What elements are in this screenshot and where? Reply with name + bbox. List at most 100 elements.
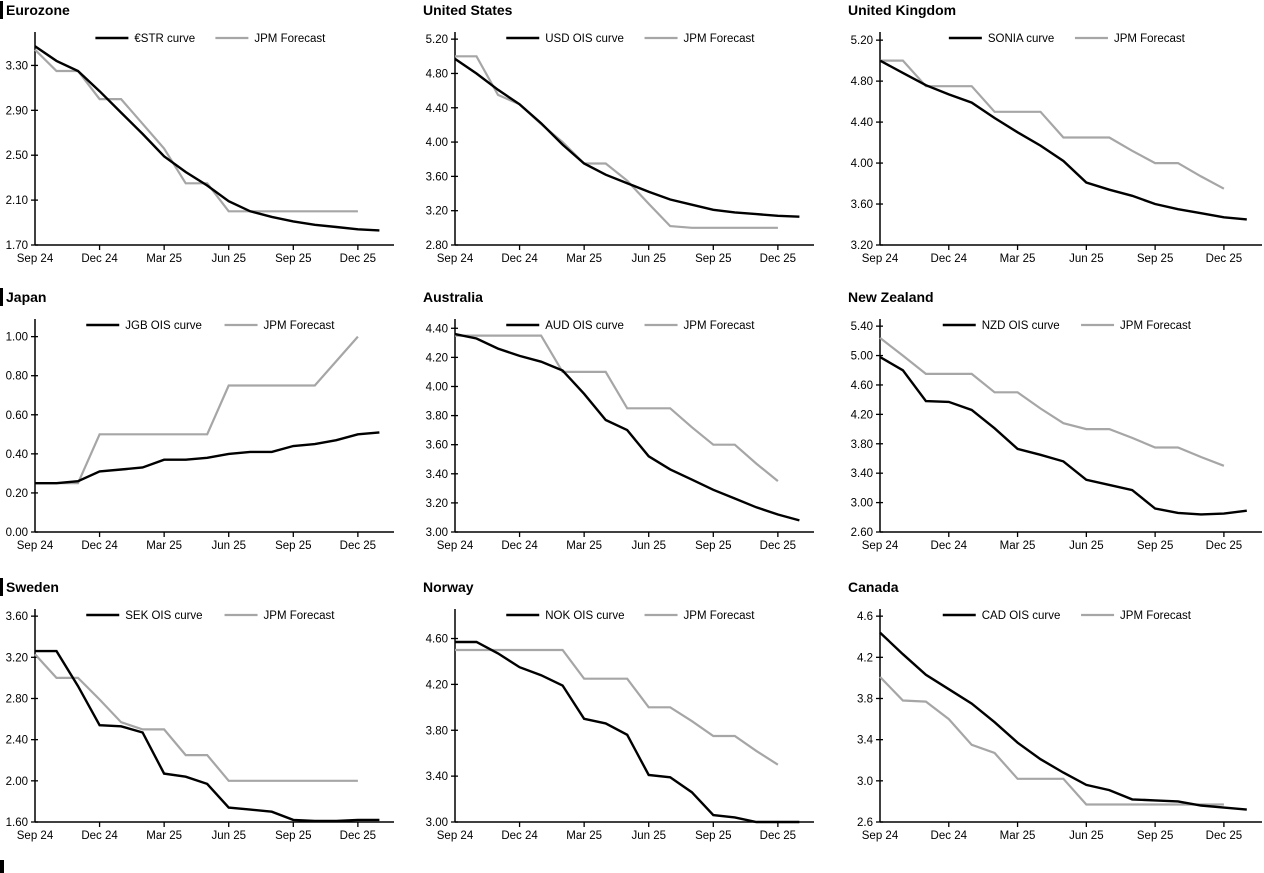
x-tick-label: Sep 25 bbox=[275, 540, 311, 552]
x-tick-label: Dec 25 bbox=[760, 540, 796, 552]
ois-curve-line bbox=[879, 631, 1247, 811]
ois-curve-line bbox=[454, 57, 800, 218]
chart-panel-canada: Canada 2.6 3.0 3.4 3.8 4.2 4.6 Sep 24 Dec 24 Mar … bbox=[845, 577, 1264, 845]
jpm-forecast-line bbox=[879, 676, 1224, 806]
ois-curve-line bbox=[879, 355, 1247, 516]
y-tick-label: 3.20 bbox=[851, 240, 873, 252]
y-tick-label: 3.60 bbox=[426, 440, 448, 452]
legend-curve-label: NZD OIS curve bbox=[982, 320, 1060, 332]
x-tick-label: Sep 25 bbox=[695, 253, 731, 265]
x-tick-label: Dec 25 bbox=[340, 830, 376, 842]
x-tick-label: Dec 25 bbox=[340, 253, 376, 265]
y-tick-label: 4.2 bbox=[857, 652, 873, 664]
jpm-forecast-line bbox=[879, 337, 1225, 467]
y-tick-label: 2.90 bbox=[6, 105, 28, 117]
y-tick-label: 1.70 bbox=[6, 240, 28, 252]
y-tick-label: 2.60 bbox=[851, 527, 873, 539]
x-tick-label: Sep 24 bbox=[437, 540, 474, 552]
legend-forecast-label: JPM Forecast bbox=[684, 610, 756, 622]
y-tick-label: 4.20 bbox=[851, 409, 873, 421]
y-tick-label: 4.20 bbox=[426, 352, 448, 364]
legend-curve-label: SONIA curve bbox=[988, 33, 1054, 45]
y-tick-label: 2.80 bbox=[6, 693, 28, 705]
x-tick-label: Dec 25 bbox=[1206, 253, 1242, 265]
x-tick-label: Jun 25 bbox=[631, 540, 666, 552]
x-tick-label: Mar 25 bbox=[146, 540, 182, 552]
y-tick-label: 0.80 bbox=[6, 371, 28, 383]
legend-forecast-label: JPM Forecast bbox=[254, 33, 326, 45]
chart-title: New Zealand bbox=[848, 289, 934, 305]
x-tick-label: Dec 25 bbox=[760, 253, 796, 265]
legend-curve-label: €STR curve bbox=[134, 33, 195, 45]
x-tick-label: Mar 25 bbox=[1000, 830, 1036, 842]
chart-plot: 2.80 3.20 3.60 4.00 4.40 4.80 5.20 Sep 24 Dec 24… bbox=[426, 32, 814, 265]
x-tick-label: Jun 25 bbox=[631, 830, 666, 842]
chart-panel-norway: Norway 3.00 3.40 3.80 4.20 4.60 Sep 24 Dec 24 Ma… bbox=[420, 577, 816, 845]
y-tick-label: 3.40 bbox=[426, 469, 448, 481]
x-tick-label: Sep 25 bbox=[1137, 253, 1173, 265]
x-tick-label: Jun 25 bbox=[1069, 830, 1104, 842]
x-tick-label: Sep 24 bbox=[862, 540, 899, 552]
legend-forecast-label: JPM Forecast bbox=[684, 320, 756, 332]
x-tick-label: Sep 24 bbox=[862, 253, 899, 265]
x-tick-label: Jun 25 bbox=[1069, 540, 1104, 552]
y-tick-label: 4.40 bbox=[426, 323, 448, 335]
chart-title: Sweden bbox=[6, 579, 59, 595]
y-tick-label: 3.60 bbox=[851, 199, 873, 211]
y-tick-label: 3.00 bbox=[426, 817, 448, 829]
section-bar bbox=[0, 1, 3, 19]
y-tick-label: 4.00 bbox=[851, 158, 873, 170]
jpm-forecast-line bbox=[880, 59, 1225, 190]
chart-panel-new-zealand: New Zealand 2.60 3.00 3.40 3.80 4.20 4.60 5.00 5… bbox=[845, 287, 1264, 555]
x-tick-label: Dec 25 bbox=[340, 540, 376, 552]
x-tick-label: Mar 25 bbox=[566, 253, 602, 265]
y-tick-label: 5.00 bbox=[851, 351, 873, 363]
y-tick-label: 3.20 bbox=[426, 498, 448, 510]
x-tick-label: Dec 24 bbox=[81, 830, 118, 842]
y-tick-label: 2.40 bbox=[6, 735, 28, 747]
y-tick-label: 3.00 bbox=[851, 498, 873, 510]
ois-curve-line bbox=[879, 59, 1247, 221]
x-tick-label: Sep 25 bbox=[695, 830, 731, 842]
y-tick-label: 4.80 bbox=[426, 68, 448, 80]
y-tick-label: 3.20 bbox=[426, 206, 448, 218]
x-tick-label: Mar 25 bbox=[1000, 253, 1036, 265]
chart-title: Eurozone bbox=[6, 2, 70, 18]
chart-plot: 3.00 3.20 3.40 3.60 3.80 4.00 4.20 4.40 Sep 24 De… bbox=[426, 319, 814, 552]
chart-plot: 0.00 0.20 0.40 0.60 0.80 1.00 Sep 24 Dec 24 Mar … bbox=[6, 319, 394, 552]
legend-curve-label: SEK OIS curve bbox=[125, 610, 202, 622]
y-tick-label: 3.8 bbox=[857, 693, 873, 705]
x-tick-label: Sep 24 bbox=[862, 830, 899, 842]
chart-title: Norway bbox=[423, 579, 474, 595]
y-tick-label: 3.20 bbox=[6, 652, 28, 664]
chart-plot: 3.20 3.60 4.00 4.40 4.80 5.20 Sep 24 Dec 24 Mar … bbox=[851, 32, 1262, 265]
chart-plot: 2.60 3.00 3.40 3.80 4.20 4.60 5.00 5.40 Sep 24 De… bbox=[851, 319, 1262, 552]
chart-panel-eurozone: Eurozone 1.70 2.10 2.50 2.90 3.30 Sep 24 Dec 24… bbox=[0, 0, 396, 268]
y-tick-label: 4.20 bbox=[426, 679, 448, 691]
x-tick-label: Mar 25 bbox=[566, 540, 602, 552]
section-bar bbox=[0, 578, 3, 596]
y-tick-label: 5.20 bbox=[851, 35, 873, 47]
x-tick-label: Dec 24 bbox=[81, 540, 118, 552]
x-tick-label: Dec 24 bbox=[931, 253, 968, 265]
section-bar bbox=[0, 288, 3, 306]
jpm-forecast-line bbox=[35, 335, 359, 485]
x-tick-label: Sep 25 bbox=[275, 253, 311, 265]
x-tick-label: Jun 25 bbox=[211, 253, 246, 265]
y-tick-label: 4.60 bbox=[426, 634, 448, 646]
legend-forecast-label: JPM Forecast bbox=[1114, 33, 1186, 45]
chart-title: Canada bbox=[848, 579, 899, 595]
x-tick-label: Jun 25 bbox=[211, 830, 246, 842]
ois-curve-line bbox=[454, 332, 800, 522]
jpm-forecast-line bbox=[34, 653, 358, 782]
chart-title: United Kingdom bbox=[848, 2, 957, 18]
y-tick-label: 4.00 bbox=[426, 137, 448, 149]
x-tick-label: Sep 24 bbox=[17, 253, 54, 265]
ois-curve-line bbox=[35, 431, 380, 485]
y-tick-label: 0.20 bbox=[6, 488, 28, 500]
x-tick-label: Dec 24 bbox=[931, 540, 968, 552]
y-tick-label: 0.00 bbox=[6, 527, 28, 539]
y-tick-label: 3.80 bbox=[426, 725, 448, 737]
y-tick-label: 3.60 bbox=[6, 611, 28, 623]
legend-forecast-label: JPM Forecast bbox=[264, 320, 336, 332]
